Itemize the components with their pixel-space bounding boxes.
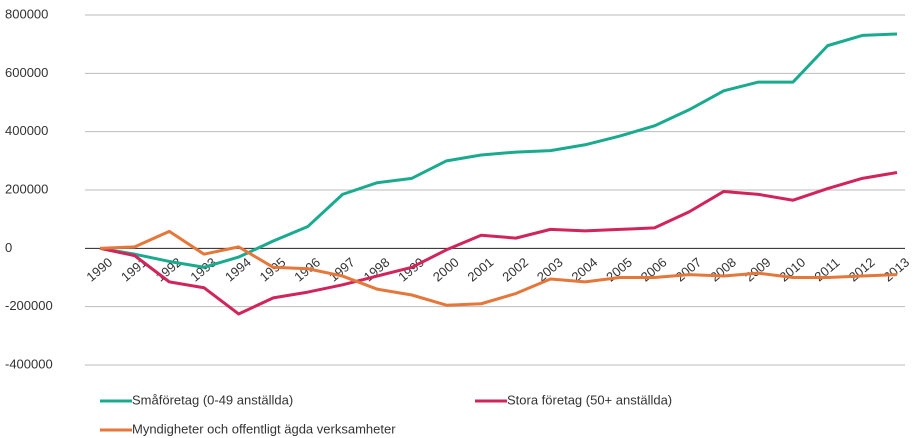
x-tick-label: 1993 [187,254,219,284]
y-tick-label: -200000 [5,298,53,313]
series-line [99,171,898,316]
x-tick-label: 2013 [880,254,912,284]
y-tick-label: 800000 [5,6,48,21]
series-line [99,229,898,307]
x-tick-label: 2012 [846,254,878,284]
x-tick-label: 2011 [811,255,842,284]
x-tick-label: 2010 [776,254,808,284]
x-tick-label: 2000 [430,254,462,284]
x-tick-label: 1994 [222,254,254,284]
series-line [99,32,898,269]
x-tick-label: 2009 [742,254,774,284]
x-tick-label: 2006 [638,254,670,284]
x-tick-label: 2008 [707,254,739,284]
x-tick-label: 1990 [83,254,115,284]
x-tick-label: 2007 [673,254,705,284]
legend-label: Stora företag (50+ anställda) [507,392,672,407]
y-tick-label: 600000 [5,65,48,80]
x-tick-label: 1991 [118,254,150,284]
y-tick-label: 200000 [5,181,48,196]
y-tick-label: -400000 [5,356,53,371]
y-tick-label: 0 [5,240,12,255]
legend-label: Småföretag (0-49 anställda) [132,392,293,407]
y-tick-label: 400000 [5,123,48,138]
legend-label: Myndigheter och offentligt ägda verksamh… [132,421,396,436]
x-tick-label: 2001 [465,254,497,284]
x-tick-label: 2002 [499,254,531,284]
